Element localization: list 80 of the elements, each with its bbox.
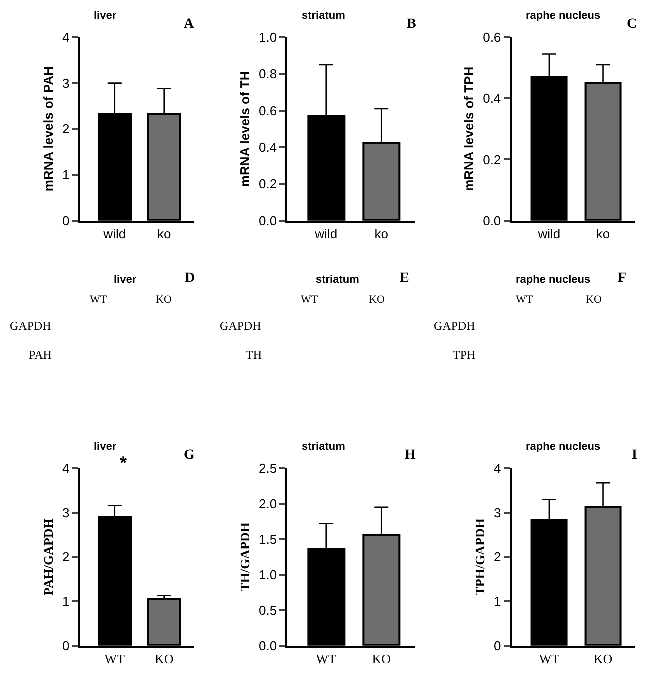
x-tick-label: ko: [157, 226, 172, 242]
y-tick-label: 2: [62, 122, 70, 137]
text: WT: [516, 294, 534, 306]
y-tick-label: 1: [494, 594, 502, 610]
y-tick-label: 2: [494, 550, 502, 565]
text: KO: [369, 294, 385, 306]
text: TPH: [453, 348, 476, 362]
y-axis-title: PAH/GAPDH: [40, 518, 56, 596]
chart-title: liver: [94, 441, 118, 453]
x-tick-label: WT: [316, 651, 337, 666]
chart-title: liver: [94, 10, 118, 22]
text: WT: [301, 294, 318, 306]
y-tick-label: 1.0: [258, 567, 278, 582]
x-tick-label: wild: [102, 226, 126, 242]
text: B: [407, 17, 416, 32]
y-tick-label: 3: [62, 505, 70, 520]
x-tick-label: ko: [596, 226, 610, 242]
y-tick-label: 2.0: [258, 496, 278, 512]
text: raphe nucleus: [516, 274, 591, 286]
y-axis-title: TH/GAPDH: [237, 522, 252, 592]
x-tick-label: WT: [539, 651, 560, 666]
text: D: [185, 271, 196, 286]
y-tick-label: 4: [494, 460, 502, 476]
y-tick-label: 0: [494, 638, 502, 654]
y-tick-label: 4: [62, 30, 70, 45]
text: KO: [586, 294, 602, 306]
y-axis-title: mRNA levels of PAH: [40, 66, 56, 192]
text: C: [627, 17, 638, 32]
y-tick-label: 0.2: [258, 176, 278, 192]
y-tick-label: 2: [62, 550, 70, 565]
text: GAPDH: [434, 319, 476, 333]
x-tick-label: KO: [594, 651, 613, 666]
x-tick-label: wild: [314, 226, 338, 242]
text: A: [184, 17, 195, 32]
text: KO: [156, 294, 172, 306]
y-tick-label: 0.4: [258, 140, 278, 156]
x-tick-label: KO: [154, 651, 174, 666]
y-tick-label: 1: [62, 168, 70, 183]
y-tick-label: 0.0: [258, 213, 278, 228]
y-tick-label: 0.0: [483, 213, 502, 228]
y-tick-label: 4: [62, 460, 70, 476]
y-tick-label: 0.2: [483, 152, 502, 168]
x-tick-label: ko: [374, 226, 388, 242]
x-tick-label: wild: [537, 226, 561, 242]
y-tick-label: 0.5: [258, 602, 278, 618]
y-tick-label: 0: [62, 213, 70, 228]
text: F: [618, 271, 627, 286]
text: G: [184, 448, 195, 463]
chart-title: striatum: [302, 441, 346, 453]
x-tick-label: KO: [372, 651, 392, 666]
text: TH: [246, 348, 262, 362]
y-tick-label: 2.5: [258, 460, 278, 476]
y-tick-label: 0.6: [258, 103, 278, 118]
text: I: [632, 448, 638, 463]
text: PAH: [29, 348, 52, 362]
y-axis-title: mRNA levels of TH: [237, 71, 252, 188]
chart-title: striatum: [302, 10, 346, 22]
y-tick-label: 0.6: [483, 30, 502, 45]
text: GAPDH: [220, 319, 262, 333]
text: liver: [114, 274, 138, 286]
text: H: [405, 448, 416, 463]
y-tick-label: 0.4: [483, 91, 502, 106]
y-tick-label: 1.0: [258, 30, 278, 45]
chart-title: raphe nucleus: [526, 10, 601, 22]
y-axis-title: mRNA levels of TPH: [462, 66, 477, 192]
chart-title: raphe nucleus: [526, 441, 601, 453]
text: striatum: [316, 274, 360, 286]
y-tick-label: 0.0: [258, 638, 278, 654]
y-tick-label: 1.5: [258, 532, 278, 547]
y-tick-label: 0.8: [258, 66, 278, 82]
y-axis-title: TPH/GAPDH: [472, 518, 488, 596]
y-tick-label: 0: [62, 638, 70, 654]
text: WT: [90, 294, 108, 306]
y-tick-label: 1: [62, 594, 70, 610]
x-tick-label: WT: [104, 651, 126, 666]
annotation: *: [120, 453, 128, 473]
text: E: [400, 271, 410, 286]
text: GAPDH: [10, 319, 52, 333]
y-tick-label: 3: [62, 76, 70, 91]
y-tick-label: 3: [494, 505, 502, 520]
